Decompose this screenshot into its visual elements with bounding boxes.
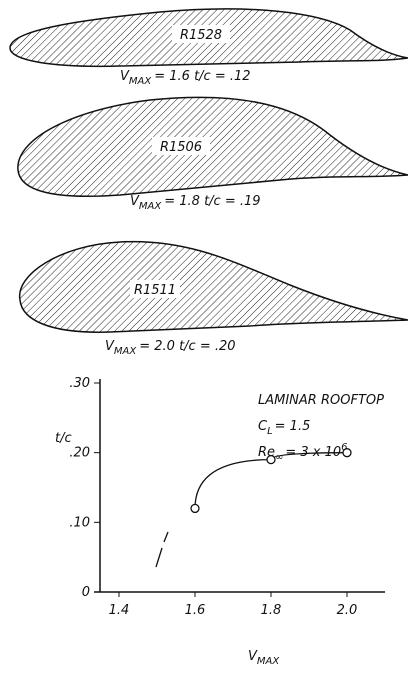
annotation: CL= 1.5 — [258, 419, 310, 437]
x-tick-label: 2.0 — [337, 603, 358, 618]
airfoil-name: R1528 — [180, 28, 222, 43]
data-point — [191, 504, 199, 512]
airfoil-shape — [20, 242, 408, 333]
airfoil-caption: VMAX= 2.0 t/c = .20 — [105, 339, 236, 357]
y-tick-label: .20 — [69, 446, 90, 461]
re-subscript: ∞ — [275, 452, 283, 463]
extrapolation-dash — [156, 532, 168, 567]
cl-subscript: L — [267, 426, 273, 437]
x-label-subscript: MAX — [257, 656, 280, 667]
cl-value: = 1.5 — [275, 419, 311, 434]
v-subscript: MAX — [129, 76, 152, 87]
v-subscript: MAX — [139, 201, 162, 212]
caption-text: = 2.0 t/c = .20 — [139, 339, 235, 354]
data-point — [267, 456, 275, 464]
y-tick-label: 0 — [82, 585, 90, 600]
airfoil-name: R1506 — [160, 140, 202, 155]
airfoil-name: R1511 — [134, 283, 176, 298]
v-subscript: MAX — [114, 346, 137, 357]
x-tick-label: 1.6 — [185, 603, 206, 618]
chart-title: LAMINAR ROOFTOP — [258, 393, 384, 408]
y-tick-label: .30 — [69, 376, 90, 391]
figure: R1528 VMAX= 1.6 t/c = .12 R1506 VMAX= 1.… — [0, 0, 408, 670]
y-axis-label: t/c — [55, 431, 72, 446]
airfoil-caption: VMAX= 1.8 t/c = .19 — [130, 194, 261, 212]
x-tick-label: 1.8 — [261, 603, 282, 618]
caption-text: = 1.8 t/c = .19 — [164, 194, 260, 209]
y-tick-label: .10 — [69, 515, 90, 530]
x-axis-label: VMAX — [248, 649, 280, 667]
airfoil-caption: VMAX= 1.6 t/c = .12 — [120, 69, 251, 87]
data-point — [343, 449, 351, 457]
airfoil-shape — [18, 97, 408, 196]
x-tick-label: 1.4 — [109, 603, 130, 618]
caption-text: = 1.6 t/c = .12 — [154, 69, 250, 84]
